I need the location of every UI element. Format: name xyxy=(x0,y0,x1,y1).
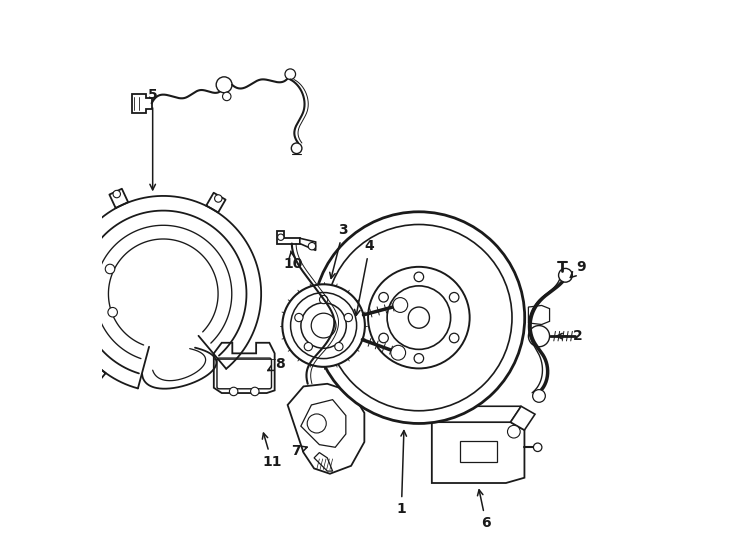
Text: 11: 11 xyxy=(262,433,282,469)
Circle shape xyxy=(368,267,470,368)
Circle shape xyxy=(113,190,120,198)
Circle shape xyxy=(217,77,232,93)
Text: 5: 5 xyxy=(148,89,158,190)
Circle shape xyxy=(250,387,259,396)
Text: 3: 3 xyxy=(330,224,348,278)
Polygon shape xyxy=(131,94,152,113)
Circle shape xyxy=(379,333,388,343)
Circle shape xyxy=(230,387,238,396)
Polygon shape xyxy=(528,306,550,325)
Text: 2: 2 xyxy=(556,329,583,343)
Circle shape xyxy=(291,143,302,153)
Circle shape xyxy=(344,313,352,322)
Circle shape xyxy=(335,342,343,351)
Polygon shape xyxy=(288,384,364,474)
Circle shape xyxy=(214,195,222,202)
Polygon shape xyxy=(214,343,275,393)
Circle shape xyxy=(313,212,525,423)
Polygon shape xyxy=(432,406,521,422)
Circle shape xyxy=(50,280,57,288)
Circle shape xyxy=(414,272,424,282)
Circle shape xyxy=(308,242,316,250)
Circle shape xyxy=(285,69,296,79)
Circle shape xyxy=(295,313,303,322)
Circle shape xyxy=(379,293,388,302)
Text: 10: 10 xyxy=(283,251,302,271)
Text: 1: 1 xyxy=(396,430,407,516)
Circle shape xyxy=(408,307,429,328)
Polygon shape xyxy=(511,406,535,430)
Circle shape xyxy=(301,303,346,348)
Circle shape xyxy=(449,293,459,302)
Circle shape xyxy=(319,295,328,303)
Polygon shape xyxy=(301,400,346,447)
Circle shape xyxy=(528,326,550,347)
Polygon shape xyxy=(277,231,299,244)
Circle shape xyxy=(308,414,326,433)
Circle shape xyxy=(449,333,459,343)
Text: 9: 9 xyxy=(570,260,586,278)
Circle shape xyxy=(559,268,573,282)
Circle shape xyxy=(283,284,365,367)
Circle shape xyxy=(291,293,357,359)
Circle shape xyxy=(390,345,406,360)
Polygon shape xyxy=(459,441,497,462)
Text: 7: 7 xyxy=(291,444,308,458)
Polygon shape xyxy=(314,453,333,471)
Circle shape xyxy=(533,389,545,402)
Circle shape xyxy=(326,225,512,411)
Circle shape xyxy=(89,374,96,382)
Circle shape xyxy=(387,286,451,349)
Circle shape xyxy=(393,298,407,313)
Text: 4: 4 xyxy=(355,239,374,315)
Circle shape xyxy=(534,443,542,451)
Circle shape xyxy=(507,426,520,438)
Circle shape xyxy=(222,92,231,100)
Circle shape xyxy=(311,313,336,338)
Circle shape xyxy=(304,342,313,351)
Text: 6: 6 xyxy=(478,490,491,530)
Text: 8: 8 xyxy=(268,357,285,371)
Circle shape xyxy=(105,264,115,274)
Circle shape xyxy=(277,234,284,240)
Circle shape xyxy=(414,354,424,363)
Polygon shape xyxy=(299,238,316,251)
Circle shape xyxy=(108,307,117,317)
